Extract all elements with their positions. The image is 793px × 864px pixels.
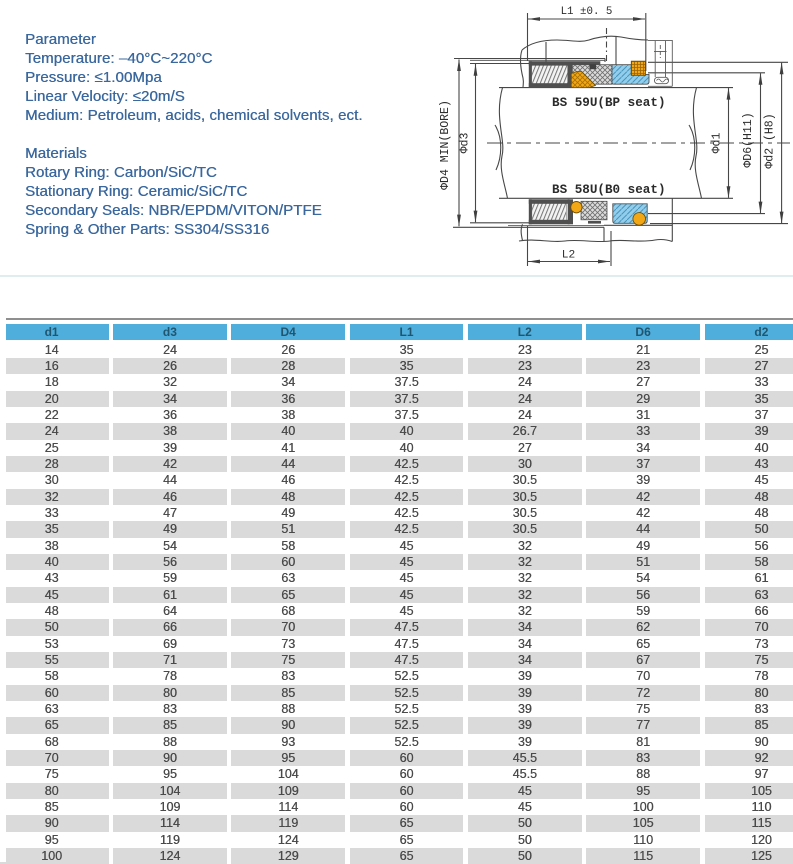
svg-text:Φd1: Φd1 [711,133,724,154]
svg-text:L2: L2 [562,250,575,262]
svg-text:Φd3: Φd3 [459,133,472,154]
svg-text:Φd2 (H8): Φd2 (H8) [764,113,777,168]
svg-text:ΦD6(H11): ΦD6(H11) [742,112,755,167]
svg-text:BS 59U(BP seat): BS 59U(BP seat) [552,96,666,110]
svg-text:ΦD4 MIN(BORE): ΦD4 MIN(BORE) [439,100,452,190]
svg-text:BS 58U(B0 seat): BS 58U(B0 seat) [552,183,666,197]
svg-text:L1 ±0. 5: L1 ±0. 5 [561,6,613,18]
